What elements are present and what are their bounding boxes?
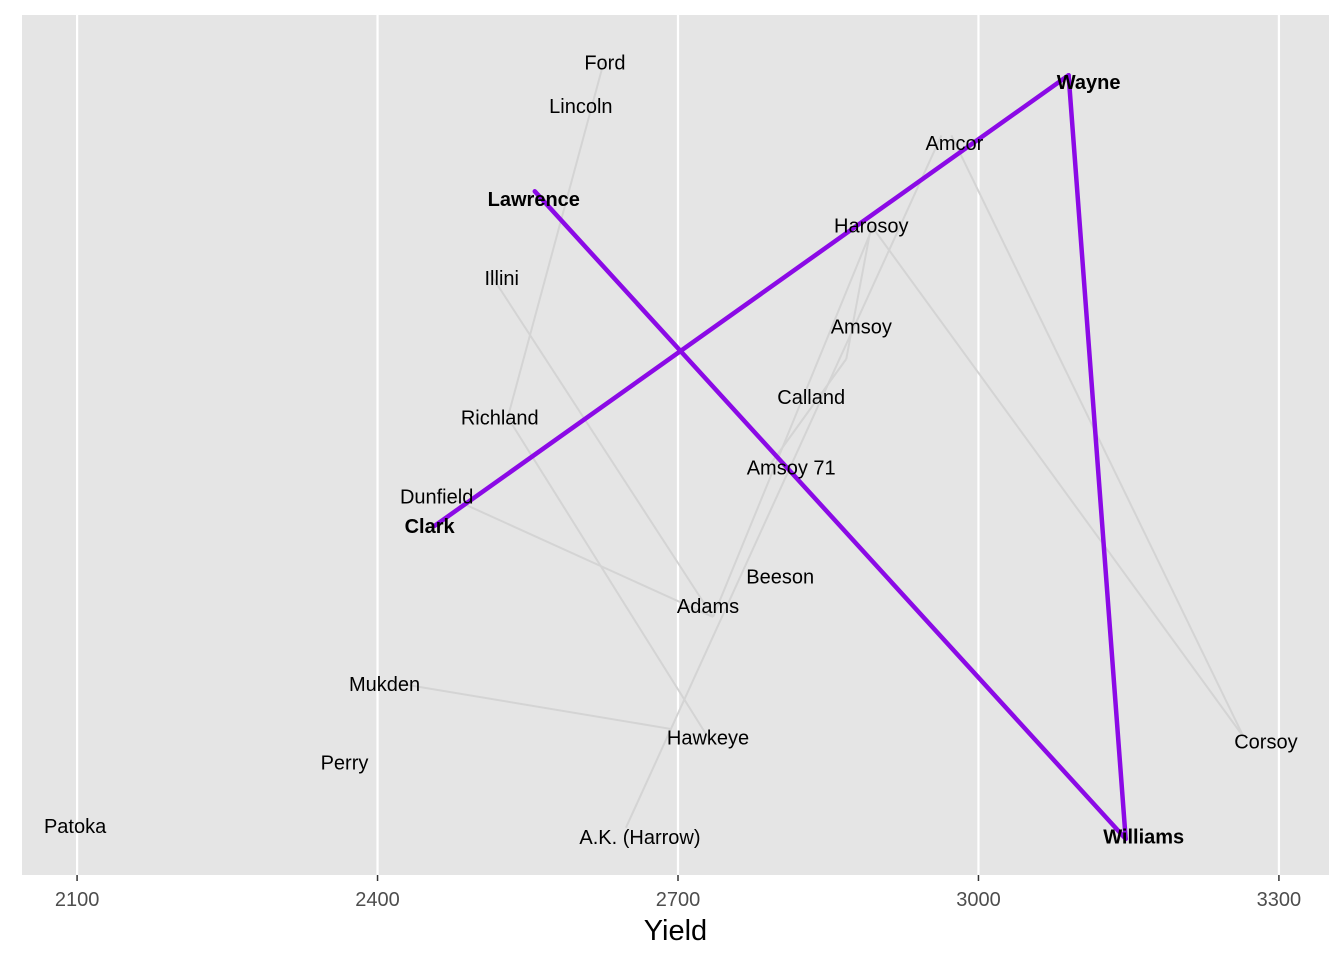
point-label-hawkeye: Hawkeye — [667, 727, 749, 749]
point-label-clark: Clark — [405, 516, 456, 538]
point-label-corsoy: Corsoy — [1234, 732, 1297, 754]
x-tick-label: 2700 — [656, 889, 701, 911]
pedigree-line-7 — [845, 225, 873, 360]
highlight-line-0 — [432, 72, 1071, 529]
pedigree-line-5 — [712, 225, 875, 618]
point-label-calland: Calland — [777, 387, 845, 409]
point-label-illini: Illini — [485, 268, 519, 290]
x-tick-label: 2100 — [55, 889, 100, 911]
point-label-patoka: Patoka — [44, 816, 107, 838]
point-label-ford: Ford — [584, 52, 625, 74]
x-axis-ticks: 2100 2400 2700 3000 3300 — [55, 875, 1301, 911]
highlight-line-1 — [1066, 72, 1128, 842]
point-label-dunfield: Dunfield — [400, 487, 473, 509]
point-label-amcor: Amcor — [926, 133, 984, 155]
point-label-perry: Perry — [321, 752, 369, 774]
point-label-wayne: Wayne — [1057, 72, 1121, 94]
point-label-a-k-harrow: A.K. (Harrow) — [579, 827, 700, 849]
x-tick-label: 3000 — [956, 889, 1001, 911]
pedigree-line-4 — [447, 495, 714, 618]
x-tick-label: 2400 — [355, 889, 400, 911]
point-label-amsoy: Amsoy — [831, 316, 892, 338]
pedigree-line-1 — [506, 416, 709, 738]
point-labels: Ford Lincoln Wayne Amcor Lawrence Harosoy Illi… — [44, 52, 1298, 849]
highlight-lines — [432, 72, 1128, 842]
point-label-harosoy: Harosoy — [834, 216, 908, 238]
point-label-beeson: Beeson — [746, 567, 814, 589]
pedigree-line-2 — [402, 683, 671, 730]
x-axis-title: Yield — [644, 915, 707, 947]
point-label-richland: Richland — [461, 407, 539, 429]
point-label-mukden: Mukden — [349, 674, 420, 696]
point-label-williams: Williams — [1103, 826, 1184, 848]
pedigree-line-8 — [870, 225, 1245, 738]
point-label-amsoy-71: Amsoy 71 — [747, 457, 836, 479]
plot-panel — [22, 15, 1329, 875]
pedigree-line-0 — [506, 57, 606, 418]
x-tick-label: 3300 — [1257, 889, 1302, 911]
point-label-lincoln: Lincoln — [549, 96, 612, 118]
point-label-lawrence: Lawrence — [488, 189, 580, 211]
grid-lines — [75, 15, 1281, 875]
pedigree-line-10 — [767, 358, 848, 468]
pedigree-line-3 — [488, 272, 714, 618]
highlight-line-2 — [532, 189, 1128, 842]
point-label-adams: Adams — [677, 596, 739, 618]
